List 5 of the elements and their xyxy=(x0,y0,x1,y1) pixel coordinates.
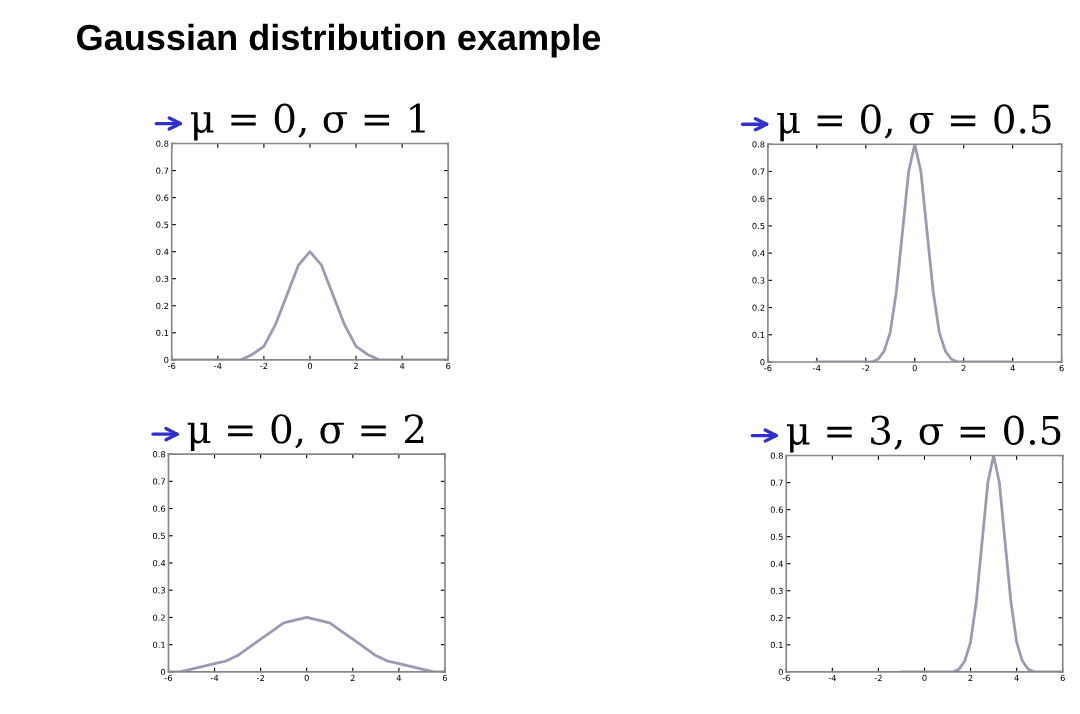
chart-title: μ = 0, σ = 2 xyxy=(187,414,424,452)
chart-title: μ = 0, σ = 0.5 xyxy=(777,104,1051,142)
text: Gaussian distribution example xyxy=(77,23,601,58)
chart-title: μ = 0, σ = 1 xyxy=(190,103,425,141)
chart-title: μ = 3, σ = 0.5 xyxy=(786,415,1061,453)
